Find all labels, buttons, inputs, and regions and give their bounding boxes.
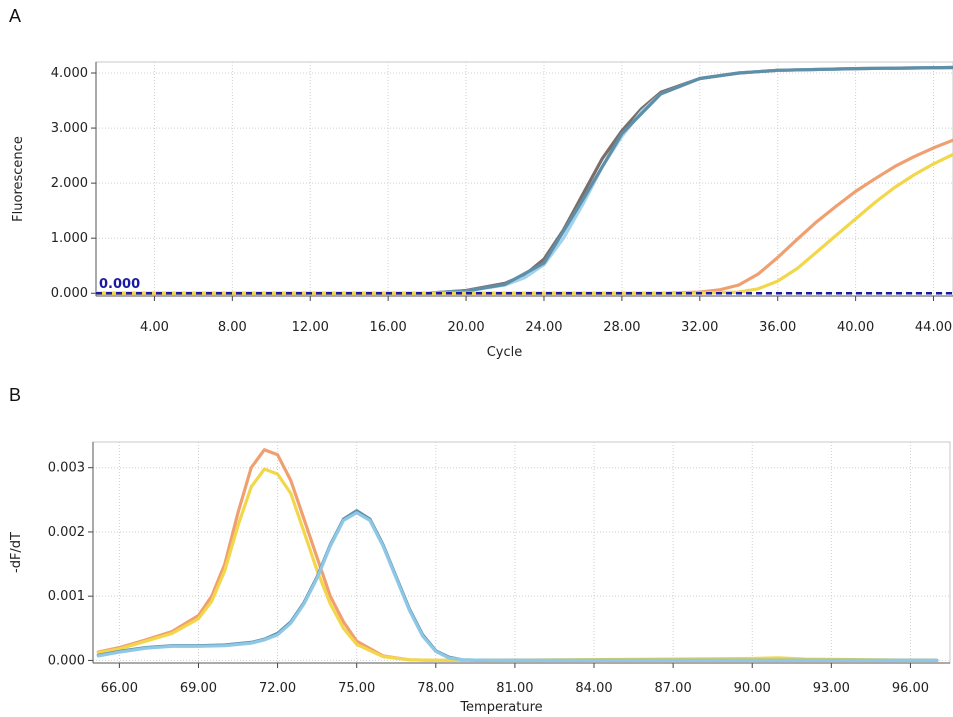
chart-b-y-tick-label: 0.000 bbox=[48, 653, 85, 668]
chart-b-x-tick-label: 72.00 bbox=[259, 681, 296, 696]
chart-b-y-axis-title: -dF/dT bbox=[9, 532, 24, 573]
chart-a-threshold-label: 0.000 bbox=[99, 277, 140, 292]
chart-a-x-tick-label: 4.00 bbox=[140, 320, 169, 335]
chart-a-y-tick-label: 0.000 bbox=[51, 286, 88, 301]
chart-b-plot-area bbox=[92, 441, 951, 664]
chart-b-x-tick-label: 78.00 bbox=[417, 681, 454, 696]
chart-a-x-tick-label: 40.00 bbox=[837, 320, 874, 335]
chart-a-x-tick-label: 20.00 bbox=[447, 320, 484, 335]
panel-label-a: A bbox=[9, 6, 22, 26]
chart-a-x-tick-label: 8.00 bbox=[218, 320, 247, 335]
chart-a-y-tick-label: 1.000 bbox=[51, 231, 88, 246]
chart-a: 4.00 8.00 12.00 16.00 20.00 24.00 28.00 32.00 36… bbox=[11, 61, 953, 360]
chart-b-y-tick-label: 0.001 bbox=[48, 589, 85, 604]
chart-a-x-tick-label: 32.00 bbox=[681, 320, 718, 335]
chart-b: 66.00 69.00 72.00 75.00 78.00 81.00 84.00 87.00… bbox=[9, 441, 951, 715]
chart-b-x-tick-label: 96.00 bbox=[892, 681, 929, 696]
chart-a-x-tick-label: 44.00 bbox=[915, 320, 952, 335]
chart-b-x-tick-label: 84.00 bbox=[575, 681, 612, 696]
chart-a-y-tick-label: 2.000 bbox=[51, 176, 88, 191]
chart-b-x-tick-label: 87.00 bbox=[655, 681, 692, 696]
chart-b-x-axis-title: Temperature bbox=[459, 700, 542, 715]
chart-a-y-tick-label: 3.000 bbox=[51, 121, 88, 136]
chart-a-x-tick-label: 12.00 bbox=[292, 320, 329, 335]
chart-b-x-tick-label: 66.00 bbox=[101, 681, 138, 696]
chart-a-y-axis-title: Fluorescence bbox=[11, 136, 26, 222]
chart-b-y-tick-label: 0.002 bbox=[48, 525, 85, 540]
chart-a-x-tick-label: 16.00 bbox=[370, 320, 407, 335]
chart-a-plot-area bbox=[95, 61, 953, 297]
panel-label-b: B bbox=[9, 385, 22, 405]
chart-b-series-line-4 bbox=[96, 511, 939, 663]
chart-a-x-tick-label: 28.00 bbox=[603, 320, 640, 335]
chart-a-series-line-3 bbox=[96, 65, 953, 295]
chart-a-x-tick-label: 24.00 bbox=[525, 320, 562, 335]
chart-a-y-tick-label: 4.000 bbox=[51, 66, 88, 81]
chart-a-series-line-5 bbox=[96, 152, 953, 295]
chart-a-x-axis-title: Cycle bbox=[487, 345, 523, 360]
chart-b-x-tick-label: 93.00 bbox=[813, 681, 850, 696]
chart-b-x-tick-label: 81.00 bbox=[496, 681, 533, 696]
chart-b-x-tick-label: 69.00 bbox=[180, 681, 217, 696]
chart-b-y-tick-label: 0.003 bbox=[48, 461, 85, 476]
chart-a-series-line-4 bbox=[96, 138, 953, 295]
chart-b-x-tick-label: 90.00 bbox=[734, 681, 771, 696]
chart-b-x-tick-label: 75.00 bbox=[338, 681, 375, 696]
chart-a-x-tick-label: 36.00 bbox=[759, 320, 796, 335]
